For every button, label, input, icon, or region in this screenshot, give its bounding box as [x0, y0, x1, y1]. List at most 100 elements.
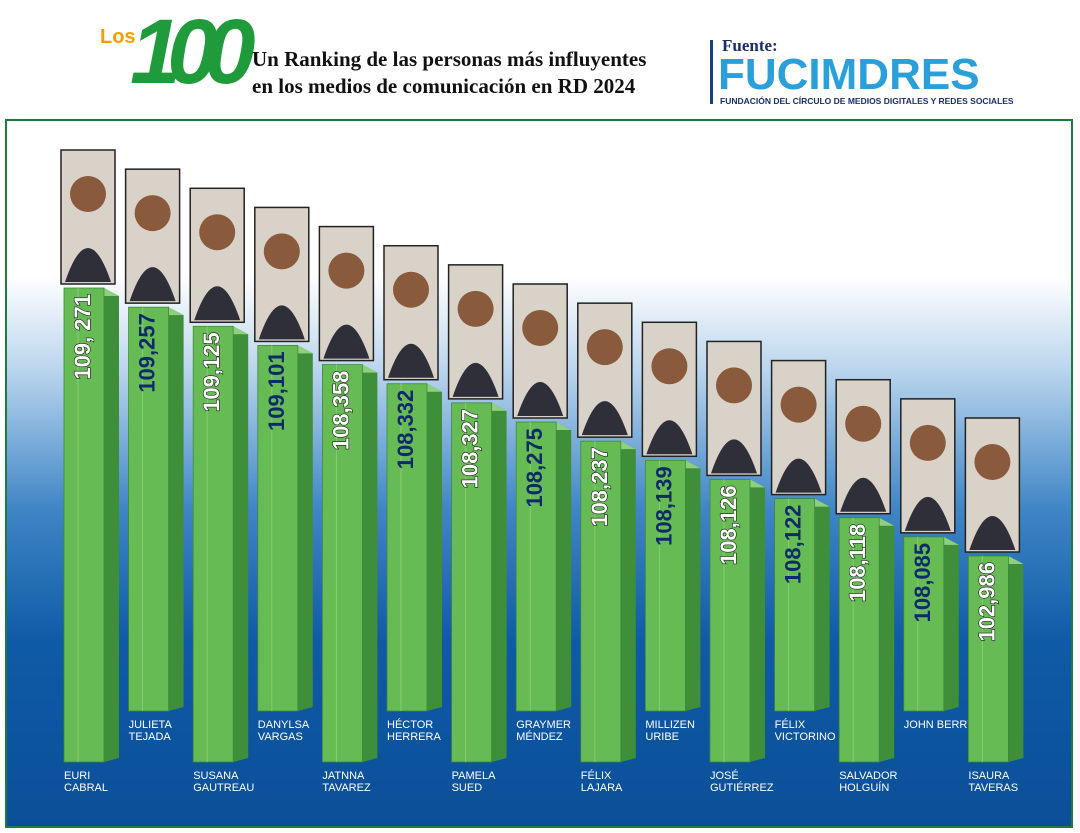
category-label: LAJARA [581, 782, 623, 794]
bar-side [297, 345, 313, 711]
bar [645, 459, 686, 712]
bar [63, 287, 105, 763]
data-label: 108,118 [845, 524, 870, 602]
portrait-head-icon [651, 348, 688, 385]
category-label: SUED [452, 782, 483, 794]
category-label: EURI [64, 770, 90, 782]
title-line-2: en los medios de comunicación en RD 2024 [252, 74, 636, 98]
page-title: Un Ranking de las personas más influyent… [252, 46, 712, 100]
category-label: HÉCTOR [387, 718, 433, 731]
bar [451, 402, 493, 763]
bar-side [233, 326, 249, 762]
category-label: CABRAL [64, 782, 108, 794]
bar-side [685, 460, 701, 711]
portrait-body-icon [323, 324, 370, 359]
bar-side [943, 536, 959, 711]
data-label: 109,125 [199, 332, 224, 412]
category-label: HOLGUÍN [839, 781, 889, 794]
bar-side [104, 288, 119, 762]
data-label: 108,237 [587, 447, 612, 527]
header: Los 100 Un Ranking de las personas más i… [0, 0, 1080, 118]
bar-side [1008, 556, 1024, 762]
data-label: 108,332 [393, 390, 418, 470]
bar [838, 517, 880, 763]
category-label: SALVADOR [839, 770, 897, 782]
bar [709, 479, 751, 763]
data-label: 108,275 [522, 428, 547, 508]
data-label: 108,085 [910, 543, 935, 623]
logo-number: 100 [130, 1, 255, 103]
bar [515, 421, 557, 712]
category-label: MÉNDEZ [516, 730, 563, 743]
bar [580, 440, 622, 763]
data-label: 108,327 [458, 409, 483, 489]
portrait-body-icon [258, 305, 305, 340]
portrait-head-icon [199, 214, 236, 251]
bar [903, 536, 945, 712]
category-label: PAMELA [452, 770, 496, 782]
title-line-1: Un Ranking de las personas más influyent… [252, 47, 647, 71]
portrait-body-icon [775, 458, 822, 493]
chart-panel: 109, 271 EURI CABRAL 109,257 JULIETA TEJADA 10… [5, 119, 1073, 828]
portrait-body-icon [711, 439, 757, 474]
portrait-head-icon [909, 424, 946, 461]
data-label: 108,122 [781, 505, 806, 585]
portrait-head-icon [393, 271, 429, 308]
category-label: FÉLIX [581, 769, 612, 782]
category-label: TAVAREZ [322, 782, 371, 794]
category-label: GAUTREAU [193, 782, 254, 794]
portrait-body-icon [969, 516, 1016, 550]
category-label: VICTORINO [775, 731, 836, 743]
bar-side [556, 422, 572, 711]
bar [774, 498, 815, 712]
source-label: Fuente: [722, 36, 778, 55]
portrait-head-icon [522, 310, 559, 346]
portrait-body-icon [65, 248, 111, 282]
category-label: GUTIÉRREZ [710, 781, 774, 794]
portrait-body-icon [194, 286, 241, 321]
data-label: 109, 271 [70, 294, 95, 380]
category-label: HERRERA [387, 731, 441, 743]
data-label: 109,257 [135, 313, 160, 393]
portrait-head-icon [70, 176, 106, 212]
category-label: FÉLIX [775, 718, 806, 731]
category-label: JATNNA [322, 770, 365, 782]
bar-side [750, 479, 765, 762]
bar-side [168, 307, 184, 711]
logo-prefix: Los [100, 26, 136, 48]
source-full-name: FUNDACIÓN DEL CÍRCULO DE MEDIOS DIGITALE… [720, 96, 1014, 106]
portrait-photo-icon [835, 378, 891, 515]
bar [321, 364, 363, 763]
portrait-head-icon [328, 252, 365, 289]
portrait-body-icon [517, 382, 564, 416]
bar-side [814, 498, 830, 711]
category-label: JOHN BERRY [904, 719, 975, 731]
data-label: 108,358 [328, 371, 353, 451]
category-label: MILLIZEN [645, 719, 695, 731]
bar [386, 383, 428, 712]
bar-side [427, 383, 442, 711]
bar-side [620, 441, 636, 762]
data-label: 109,101 [264, 351, 289, 431]
category-label: GRAYMER [516, 719, 571, 731]
bar-side [879, 517, 895, 762]
portrait-head-icon [263, 233, 300, 270]
category-label: URIBE [645, 731, 679, 743]
bar-side [362, 364, 378, 762]
category-label: SUSANA [193, 770, 239, 782]
portrait-head-icon [845, 405, 882, 442]
portrait-head-icon [780, 386, 817, 423]
portrait-photo-icon [641, 321, 698, 458]
category-label: ISAURA [968, 770, 1010, 782]
portrait-body-icon [646, 420, 693, 455]
category-label: JULIETA [129, 719, 173, 731]
portrait-head-icon [716, 367, 752, 404]
portrait-head-icon [134, 195, 171, 232]
portrait-head-icon [457, 290, 494, 327]
category-label: TEJADA [129, 731, 172, 743]
data-label: 102,986 [974, 562, 999, 642]
bar-side [491, 402, 507, 762]
data-label: 108,126 [716, 485, 741, 565]
los-100-logo: Los 100 [100, 1, 255, 103]
